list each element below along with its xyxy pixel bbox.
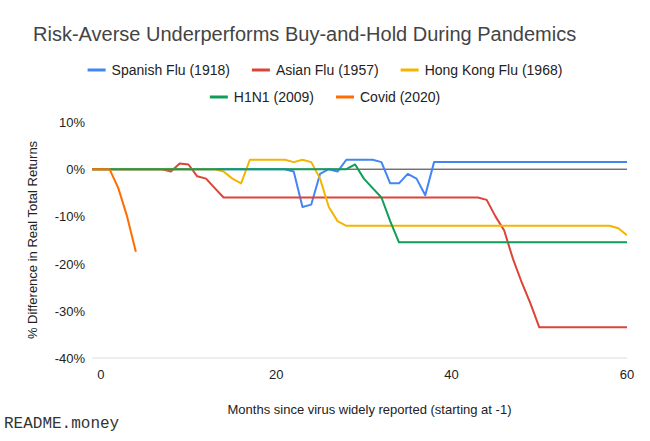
legend-label: H1N1 (2009) — [234, 89, 314, 105]
series-line — [92, 164, 627, 242]
legend-item: Spanish Flu (1918) — [88, 62, 230, 78]
y-tick-label: 0% — [66, 162, 85, 177]
y-axis-title: % Difference in Real Total Returns — [25, 140, 40, 339]
x-tick-label: 0 — [97, 367, 104, 382]
y-tick-label: -30% — [55, 304, 86, 319]
legend-label: Covid (2020) — [360, 89, 440, 105]
legend-item: Hong Kong Flu (1968) — [401, 62, 563, 78]
plot-area — [92, 160, 627, 328]
title: Risk-Averse Underperforms Buy-and-Hold D… — [33, 23, 576, 45]
series-line — [92, 164, 627, 328]
x-tick-label: 20 — [269, 367, 283, 382]
x-tick-label: 40 — [444, 367, 458, 382]
legend-swatch — [252, 69, 270, 72]
series-line — [92, 160, 627, 207]
legend-label: Hong Kong Flu (1968) — [425, 62, 563, 78]
annotation: README.money — [4, 415, 120, 433]
y-tick-label: -20% — [55, 257, 86, 272]
legend-swatch — [88, 69, 106, 72]
series-line — [92, 169, 136, 252]
legend: Spanish Flu (1918) Asian Flu (1957) Hong K… — [88, 62, 563, 105]
legend-swatch — [401, 69, 419, 72]
y-tick-label: 10% — [59, 115, 85, 130]
chart: Risk-Averse Underperforms Buy-and-Hold D… — [0, 0, 650, 441]
legend-label: Asian Flu (1957) — [276, 62, 379, 78]
legend-swatch — [336, 96, 354, 99]
x-axis-line — [92, 358, 627, 359]
axes: -40% -30% -20% -10% 0% 10% 0 20 40 60 — [55, 115, 635, 382]
legend-swatch — [210, 96, 228, 99]
legend-item: Covid (2020) — [336, 89, 440, 105]
y-tick-label: -10% — [55, 209, 86, 224]
legend-item: H1N1 (2009) — [210, 89, 314, 105]
legend-label: Spanish Flu (1918) — [112, 62, 230, 78]
x-tick-label: 60 — [620, 367, 634, 382]
legend-item: Asian Flu (1957) — [252, 62, 379, 78]
y-tick-label: -40% — [55, 351, 86, 366]
x-axis-title: Months since virus widely reported (star… — [228, 402, 512, 417]
